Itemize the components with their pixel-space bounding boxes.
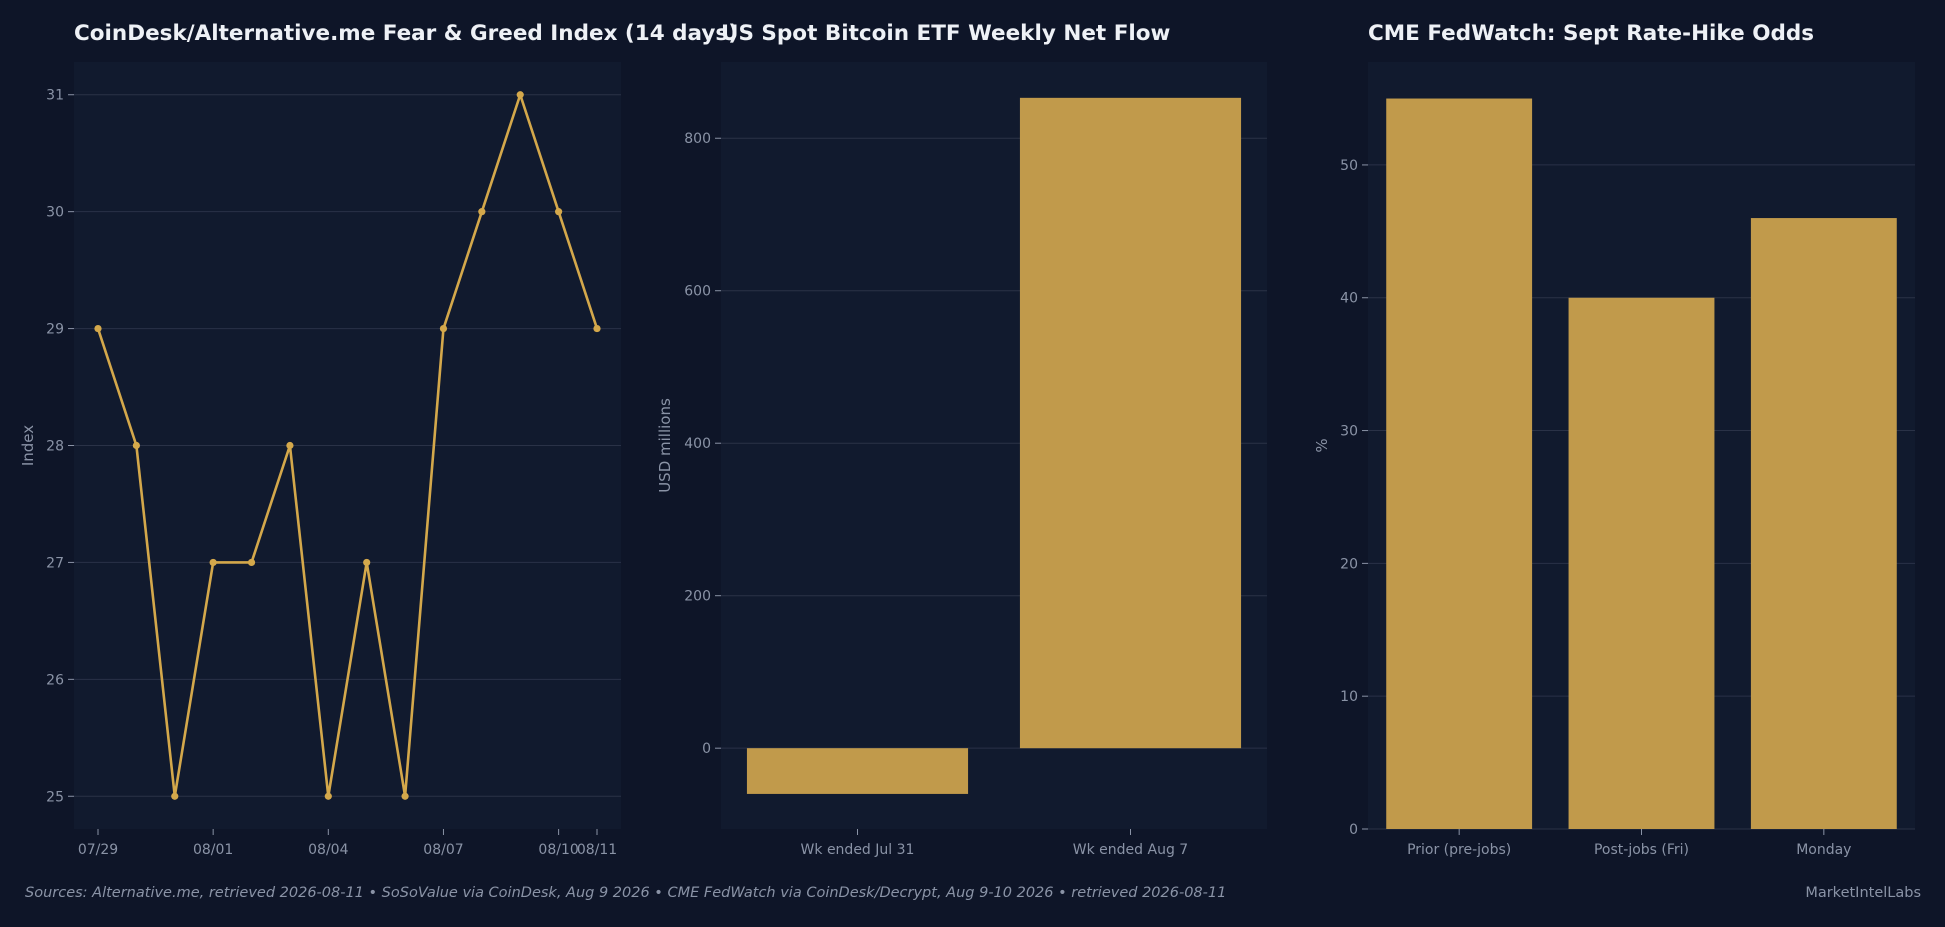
x-tick-label: Monday [1796,842,1851,858]
y-tick-label: 10 [1340,689,1358,705]
x-tick-label: 07/29 [78,842,118,858]
bar [1750,218,1897,829]
footer-brand: MarketIntelLabs [1805,885,1921,901]
y-tick-label: 26 [46,672,64,688]
y-tick-label: 30 [46,205,64,221]
y-tick-label: 25 [46,789,64,805]
chart-title: CME FedWatch: Sept Rate-Hike Odds [1368,21,1814,46]
y-axis-label: % [1313,438,1331,452]
y-tick-label: 0 [1349,822,1358,838]
bar [746,748,969,794]
footer-sources: Sources: Alternative.me, retrieved 2026-… [25,885,1227,901]
x-tick-label: 08/07 [423,842,463,858]
bar [1386,98,1533,830]
data-point [439,324,448,333]
y-tick-label: 28 [46,439,64,455]
bar [1019,97,1242,749]
y-tick-label: 50 [1340,158,1358,174]
x-tick-label: Wk ended Aug 7 [1073,842,1188,858]
y-tick-label: 31 [46,88,64,104]
x-tick-label: Prior (pre-jobs) [1407,842,1511,858]
x-tick-label: Wk ended Jul 31 [801,842,915,858]
y-tick-label: 400 [684,436,711,452]
y-tick-label: 30 [1340,424,1358,440]
data-point [516,91,524,99]
y-tick-label: 200 [684,589,711,605]
x-tick-label: 08/10 [538,842,578,858]
chart-title: US Spot Bitcoin ETF Weekly Net Flow [721,21,1171,46]
y-tick-label: 27 [46,555,64,571]
y-axis-label: USD millions [656,398,674,493]
y-tick-label: 0 [702,741,711,757]
data-point [363,558,371,567]
y-tick-label: 800 [684,131,711,147]
data-point [209,558,217,567]
data-point [593,324,601,333]
y-tick-label: 29 [46,322,64,338]
data-point [94,324,102,333]
y-tick-label: 600 [684,284,711,300]
x-tick-label: 08/01 [193,842,233,858]
x-tick-label: 08/11 [577,842,617,858]
chart-3: CME FedWatch: Sept Rate-Hike Odds% 0 10 20 3… [1313,21,1915,858]
bar [1568,297,1715,829]
chart-1: CoinDesk/Alternative.me Fear & Greed Ind… [19,21,738,858]
data-point [555,208,563,216]
data-point [324,792,332,800]
data-point [401,792,409,800]
series-line [96,93,599,798]
y-tick-label: 20 [1340,556,1358,572]
data-point [132,441,140,450]
data-point [478,208,486,216]
data-point [171,792,179,800]
chart-2: US Spot Bitcoin ETF Weekly Net Flow USD m… [656,21,1267,858]
x-tick-label: 08/04 [308,842,348,858]
y-axis-label: Index [19,425,37,466]
data-point [286,441,294,450]
y-tick-label: 40 [1340,291,1358,307]
x-tick-label: Post-jobs (Fri) [1594,842,1689,858]
chart-title: CoinDesk/Alternative.me Fear & Greed Ind… [74,21,738,46]
data-point [247,558,256,567]
